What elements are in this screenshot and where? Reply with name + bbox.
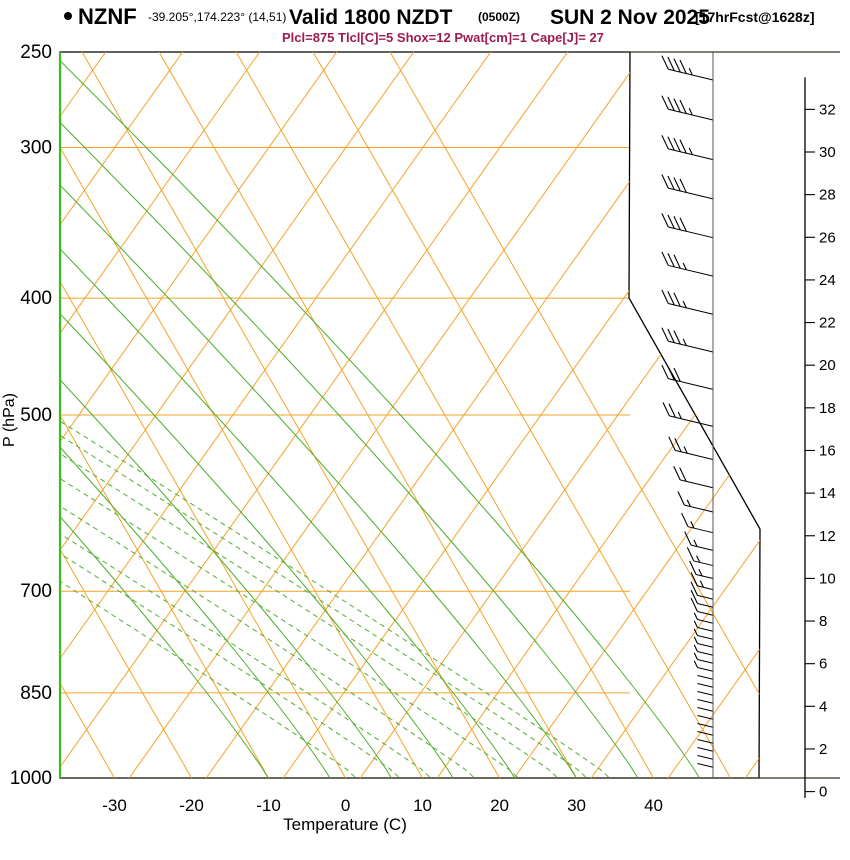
svg-text:500: 500 [20,405,52,426]
svg-text:Plcl=875 Tlcl[C]=5 Shox=12 Pwa: Plcl=875 Tlcl[C]=5 Shox=12 Pwat[cm]=1 Ca… [282,30,604,45]
svg-text:-20: -20 [179,796,204,815]
svg-text:(0500Z): (0500Z) [478,10,520,24]
svg-text:40: 40 [644,796,663,815]
svg-text:Valid 1800 NZDT: Valid 1800 NZDT [289,6,453,29]
svg-text:1000: 1000 [10,768,52,789]
svg-text:12: 12 [819,528,836,545]
svg-text:P (hPa): P (hPa) [1,393,18,447]
svg-text:14: 14 [819,485,836,502]
svg-text:0: 0 [819,784,827,801]
svg-text:700: 700 [20,581,52,602]
svg-text:10: 10 [413,796,432,815]
svg-text:26: 26 [819,229,836,246]
svg-text:20: 20 [819,357,836,374]
svg-text:28: 28 [819,187,836,204]
svg-text:22: 22 [819,315,836,332]
svg-text:30: 30 [567,796,586,815]
svg-text:SUN 2 Nov 2025: SUN 2 Nov 2025 [550,6,710,29]
svg-text:32: 32 [819,101,836,118]
svg-text:-30: -30 [102,796,127,815]
svg-text:300: 300 [20,137,52,158]
svg-text:18: 18 [819,400,836,417]
svg-text:24: 24 [819,272,836,289]
svg-text:20: 20 [490,796,509,815]
svg-text:4: 4 [819,698,827,715]
svg-text:NZNF: NZNF [78,4,137,29]
svg-text:6: 6 [819,656,827,673]
svg-text:0: 0 [341,796,350,815]
svg-text:-39.205°,174.223° (14,51): -39.205°,174.223° (14,51) [148,10,286,24]
svg-text:400: 400 [20,288,52,309]
svg-text:-10: -10 [256,796,281,815]
svg-text:8: 8 [819,613,827,630]
svg-text:30: 30 [819,144,836,161]
svg-text:Temperature (C): Temperature (C) [283,815,407,834]
svg-text:850: 850 [20,683,52,704]
svg-text:2: 2 [819,741,827,758]
svg-text:16: 16 [819,442,836,459]
svg-text:[17hrFcst@1628z]: [17hrFcst@1628z] [695,9,814,25]
svg-text:10: 10 [819,570,836,587]
svg-text:250: 250 [20,42,52,63]
